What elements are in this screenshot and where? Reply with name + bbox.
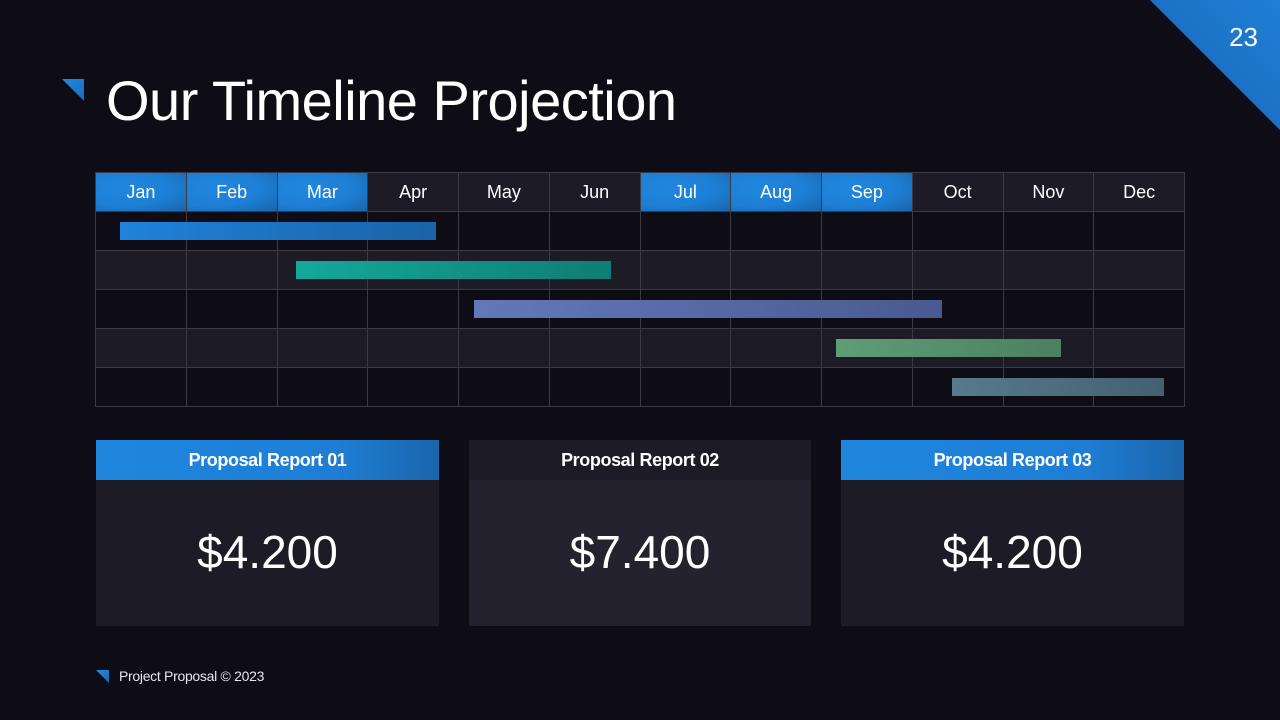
gantt-cell bbox=[549, 368, 641, 407]
gantt-bar-5 bbox=[952, 378, 1165, 396]
gantt-bar-1 bbox=[119, 222, 436, 240]
report-card-03: Proposal Report 03 $4.200 bbox=[841, 440, 1184, 626]
gantt-cell bbox=[912, 251, 1004, 290]
gantt-cell bbox=[822, 368, 913, 407]
month-header-mar: Mar bbox=[277, 173, 369, 212]
report-cards: Proposal Report 01 $4.200 Proposal Repor… bbox=[96, 440, 1184, 626]
gantt-cell bbox=[1094, 212, 1185, 251]
gantt-cell bbox=[96, 368, 187, 407]
gantt-cell bbox=[731, 329, 822, 368]
gantt-cell bbox=[96, 329, 187, 368]
gantt-cell bbox=[186, 329, 278, 368]
month-header-oct: Oct bbox=[912, 173, 1004, 212]
slide-title: Our Timeline Projection bbox=[106, 69, 677, 132]
gantt-cell bbox=[640, 329, 732, 368]
gantt-cell bbox=[1094, 251, 1185, 290]
month-header-aug: Aug bbox=[731, 173, 822, 212]
gantt-cell bbox=[640, 212, 732, 251]
gantt-bar-2 bbox=[295, 261, 611, 279]
report-card-title: Proposal Report 03 bbox=[841, 440, 1184, 480]
month-header-jun: Jun bbox=[549, 173, 641, 212]
month-header-dec: Dec bbox=[1094, 173, 1185, 212]
gantt-grid: Jan Feb Mar Apr May Jun Jul Aug Sep Oct … bbox=[95, 172, 1185, 407]
report-card-02: Proposal Report 02 $7.400 bbox=[469, 440, 811, 626]
month-header-apr: Apr bbox=[368, 173, 459, 212]
gantt-cell bbox=[912, 212, 1004, 251]
month-header-nov: Nov bbox=[1003, 173, 1095, 212]
gantt-cell bbox=[1003, 212, 1095, 251]
gantt-cell bbox=[277, 368, 369, 407]
gantt-cell bbox=[459, 368, 550, 407]
report-card-value: $7.400 bbox=[569, 526, 711, 578]
gantt-cell bbox=[1094, 290, 1185, 329]
footer-triangle-icon bbox=[96, 670, 109, 683]
report-card-title: Proposal Report 01 bbox=[96, 440, 439, 480]
corner-accent-triangle bbox=[1150, 0, 1280, 130]
title-triangle-icon bbox=[62, 79, 84, 101]
gantt-cell bbox=[459, 329, 550, 368]
gantt-cell bbox=[731, 368, 822, 407]
month-header-feb: Feb bbox=[186, 173, 278, 212]
month-header-jul: Jul bbox=[640, 173, 732, 212]
gantt-cell bbox=[640, 368, 732, 407]
month-header-may: May bbox=[459, 173, 550, 212]
gantt-cell bbox=[368, 290, 459, 329]
report-card-value: $4.200 bbox=[197, 526, 338, 578]
month-header-sep: Sep bbox=[822, 173, 913, 212]
gantt-cell bbox=[368, 329, 459, 368]
gantt-cell bbox=[549, 329, 641, 368]
gantt-cell bbox=[186, 251, 278, 290]
gantt-cell bbox=[640, 251, 732, 290]
report-card-title: Proposal Report 02 bbox=[469, 440, 811, 480]
page-number: 23 bbox=[1229, 22, 1258, 52]
gantt-cell bbox=[822, 251, 913, 290]
month-header-jan: Jan bbox=[96, 173, 187, 212]
gantt-cell bbox=[277, 290, 369, 329]
footer-text: Project Proposal © 2023 bbox=[119, 668, 265, 684]
gantt-cell bbox=[459, 212, 550, 251]
gantt-cell bbox=[822, 212, 913, 251]
gantt-cell bbox=[277, 329, 369, 368]
gantt-cell bbox=[1094, 329, 1185, 368]
gantt-bar-4 bbox=[836, 339, 1062, 357]
gantt-cell bbox=[186, 290, 278, 329]
gantt-cell bbox=[1003, 290, 1095, 329]
report-card-value: $4.200 bbox=[942, 526, 1083, 578]
gantt-chart: Jan Feb Mar Apr May Jun Jul Aug Sep Oct … bbox=[95, 172, 1185, 407]
gantt-cell bbox=[731, 251, 822, 290]
gantt-cell bbox=[96, 290, 187, 329]
gantt-cell bbox=[96, 251, 187, 290]
gantt-cell bbox=[368, 368, 459, 407]
report-card-01: Proposal Report 01 $4.200 bbox=[96, 440, 439, 626]
gantt-cell bbox=[186, 368, 278, 407]
gantt-bar-3 bbox=[473, 300, 943, 318]
gantt-cell bbox=[731, 212, 822, 251]
gantt-cell bbox=[549, 212, 641, 251]
gantt-cell bbox=[1003, 251, 1095, 290]
